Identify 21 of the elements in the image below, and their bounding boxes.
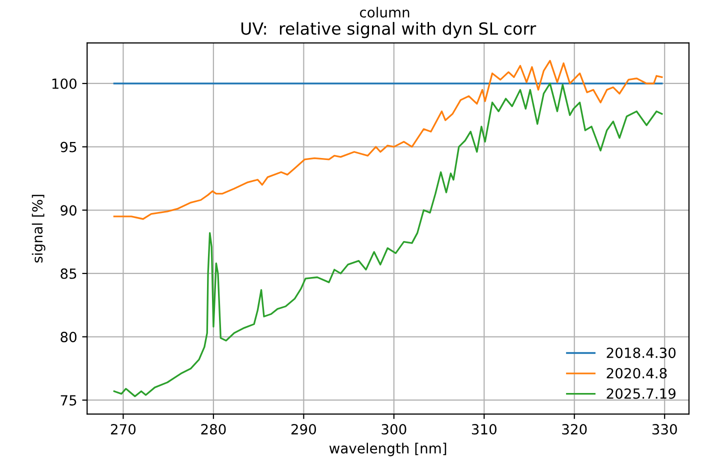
x-tick-label: 310	[472, 424, 496, 435]
y-tick-label: 90	[60, 205, 76, 216]
x-tick-label: 290	[291, 424, 316, 435]
x-tick-label: 300	[382, 424, 406, 435]
text: column	[360, 6, 410, 18]
x-tick-label: 270	[110, 424, 136, 435]
y-tick-label: 80	[60, 332, 76, 342]
legend-label: 2018.4.30	[606, 348, 676, 358]
x-axis-title: wavelength [nm]	[329, 442, 446, 456]
y-tick-label: 100	[52, 78, 76, 89]
line-series	[113, 60, 663, 220]
legend-label: 2020.4.8	[606, 368, 667, 378]
x-tick-label: 320	[562, 424, 587, 435]
x-tick-label: 280	[201, 424, 226, 435]
y-tick-label: 85	[60, 268, 76, 279]
x-tick-label: 330	[652, 424, 677, 435]
y-tick-label: 95	[60, 142, 76, 152]
y-axis-title: signal [%]	[32, 194, 46, 263]
legend-label: 2025.7.19	[606, 388, 676, 399]
chart-title: UV: relative signal with dyn SL corr	[241, 22, 536, 38]
y-tick-label: 75	[60, 395, 76, 406]
